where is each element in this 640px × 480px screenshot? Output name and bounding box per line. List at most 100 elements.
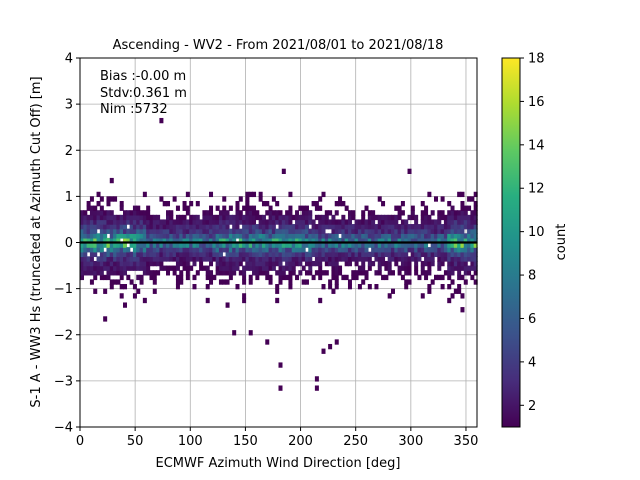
heatmap-cell <box>450 293 455 299</box>
heatmap-cell <box>437 274 442 281</box>
heatmap-cell <box>83 270 88 276</box>
heatmap-cell <box>341 237 346 244</box>
heatmap-cell <box>139 242 144 248</box>
heatmap-cell <box>123 242 128 248</box>
heatmap-cell <box>407 233 412 239</box>
heatmap-cell <box>364 219 369 225</box>
heatmap-cell <box>113 270 118 276</box>
heatmap-cell <box>457 270 462 276</box>
heatmap-cell <box>235 242 240 248</box>
heatmap-cell <box>136 247 141 253</box>
heatmap-cell <box>159 256 164 262</box>
heatmap-cell <box>126 251 131 258</box>
heatmap-cell <box>218 270 223 276</box>
heatmap-cell <box>119 224 124 230</box>
heatmap-cell <box>453 233 458 239</box>
heatmap-cell <box>169 210 174 216</box>
heatmap-cell <box>460 265 465 271</box>
heatmap-cell <box>331 237 336 244</box>
heatmap-cell <box>271 224 276 230</box>
heatmap-cell <box>109 256 114 262</box>
heatmap-cell <box>457 233 462 239</box>
heatmap-cell <box>202 256 207 262</box>
heatmap-cell <box>324 251 329 258</box>
heatmap-cell <box>460 307 465 313</box>
heatmap-cell <box>440 210 445 216</box>
heatmap-cell <box>450 265 455 271</box>
heatmap-cell <box>367 233 372 239</box>
heatmap-cell <box>470 260 475 267</box>
heatmap-cell <box>427 256 432 262</box>
heatmap-cell <box>89 270 94 276</box>
heatmap-cell <box>278 210 283 216</box>
heatmap-cell <box>149 270 154 276</box>
heatmap-cell <box>311 233 316 239</box>
heatmap-cell <box>99 242 104 248</box>
heatmap-cell <box>261 219 266 225</box>
heatmap-cell <box>404 256 409 262</box>
heatmap-cell <box>384 228 389 234</box>
heatmap-cell <box>129 265 134 271</box>
heatmap-cell <box>437 210 442 216</box>
heatmap-cell <box>354 237 359 244</box>
heatmap-cell <box>404 270 409 276</box>
heatmap-cell <box>447 256 452 262</box>
heatmap-cell <box>341 251 346 258</box>
heatmap-cell <box>189 242 194 248</box>
heatmap-cell <box>209 205 214 211</box>
heatmap-cell <box>245 242 250 248</box>
heatmap-cell <box>314 385 319 391</box>
heatmap-cell <box>83 219 88 225</box>
heatmap-cell <box>430 251 435 258</box>
heatmap-cell <box>381 237 386 244</box>
heatmap-cell <box>96 265 101 271</box>
heatmap-cell <box>460 219 465 225</box>
heatmap-cell <box>384 251 389 258</box>
heatmap-cell <box>473 191 478 198</box>
heatmap-cell <box>80 233 84 239</box>
heatmap-cell <box>334 279 339 285</box>
heatmap-cell <box>318 247 323 253</box>
heatmap-cell <box>93 214 98 221</box>
heatmap-cell <box>205 233 210 239</box>
heatmap-cell <box>354 256 359 262</box>
heatmap-cell <box>166 214 171 221</box>
heatmap-cell <box>172 265 177 271</box>
heatmap-cell <box>377 251 382 258</box>
heatmap-cell <box>182 233 187 239</box>
heatmap-cell <box>232 242 237 248</box>
heatmap-cell <box>189 228 194 234</box>
heatmap-cell <box>245 200 250 207</box>
heatmap-cell <box>175 247 180 253</box>
heatmap-cell <box>182 200 187 207</box>
heatmap-cell <box>80 274 84 281</box>
heatmap-cell <box>308 265 313 271</box>
heatmap-cell <box>334 274 339 281</box>
heatmap-cell <box>460 293 465 299</box>
heatmap-cell <box>371 251 376 258</box>
heatmap-cell <box>447 270 452 276</box>
heatmap-cell <box>450 228 455 234</box>
heatmap-cell <box>410 256 415 262</box>
heatmap-cell <box>381 247 386 253</box>
heatmap-cell <box>242 233 247 239</box>
y-tick-label: 4 <box>65 52 73 67</box>
heatmap-cell <box>248 265 253 271</box>
heatmap-cell <box>314 376 319 382</box>
heatmap-cell <box>400 224 405 230</box>
heatmap-cell <box>225 210 230 216</box>
heatmap-cell <box>159 117 164 124</box>
heatmap-cell <box>142 210 147 216</box>
heatmap-cell <box>308 256 313 262</box>
heatmap-cell <box>268 219 273 225</box>
heatmap-cell <box>301 210 306 216</box>
heatmap-cell <box>470 247 475 253</box>
heatmap-cell <box>318 219 323 225</box>
heatmap-cell <box>324 224 329 230</box>
heatmap-cell <box>467 196 472 202</box>
heatmap-cell <box>404 265 409 271</box>
heatmap-cell <box>212 224 217 230</box>
heatmap-cell <box>433 237 438 244</box>
heatmap-cell <box>265 274 270 281</box>
heatmap-cell <box>136 210 141 216</box>
